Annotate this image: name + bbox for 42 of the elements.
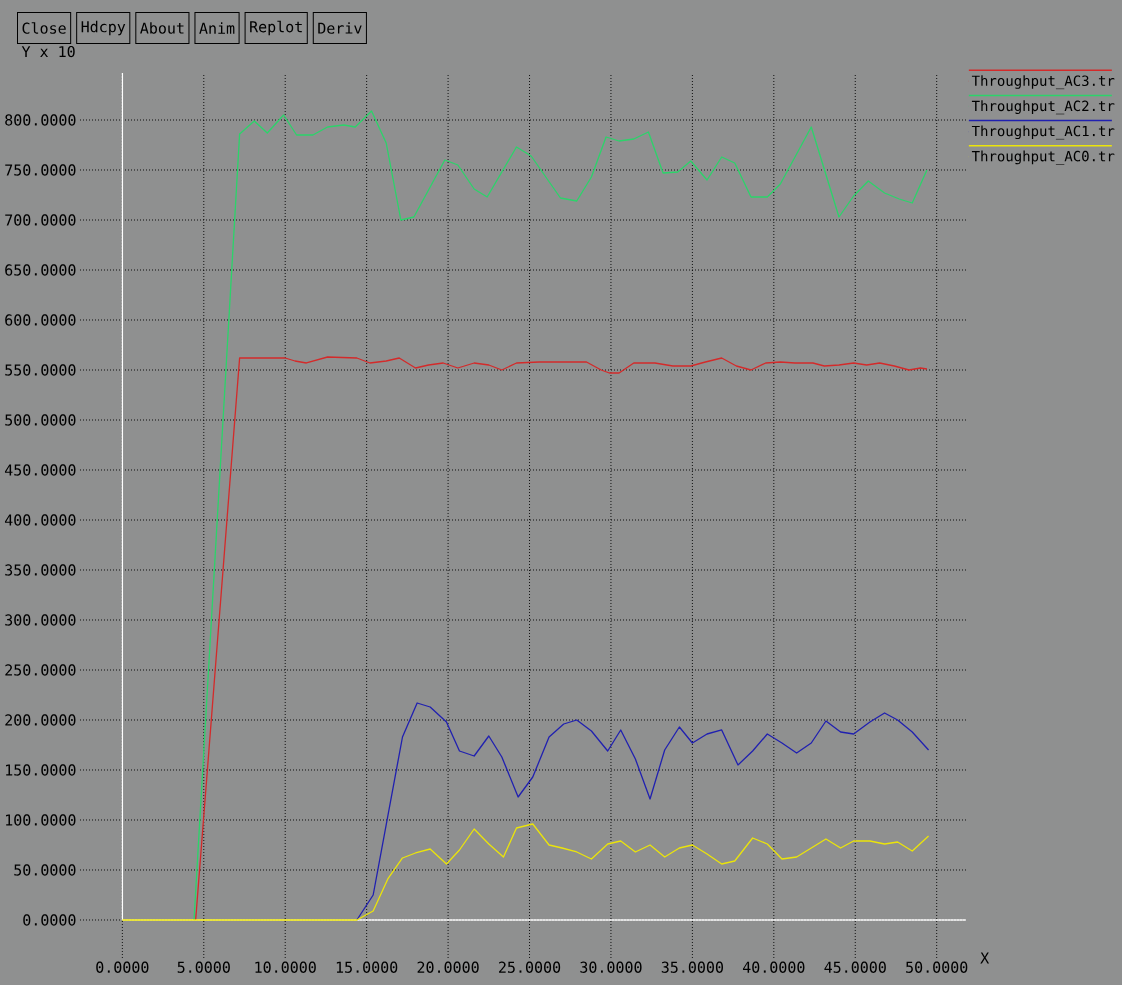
x-tick-label: 5.0000	[177, 961, 230, 973]
y-tick-label: 500.0000	[5, 414, 76, 426]
y-tick-label: 400.0000	[4, 514, 76, 526]
x-tick-label: 0.0000	[96, 961, 149, 973]
y-tick-label: 0.0000	[23, 914, 76, 926]
y-tick-label: 800.0000	[5, 114, 76, 126]
x-tick-label: 30.0000	[580, 961, 642, 973]
text: Replot	[250, 20, 302, 36]
legend-label: Throughput_AC2.tr	[971, 100, 1115, 115]
y-tick-label: 650.0000	[5, 264, 76, 276]
y-tick-label: 150.0000	[6, 764, 76, 776]
x-tick-label: 35.0000	[661, 961, 724, 973]
y-tick-label: 300.0000	[5, 614, 76, 626]
y-tick-label: 50.0000	[14, 864, 76, 876]
x-tick-label: 45.0000	[824, 961, 886, 973]
x-tick-label: 15.0000	[336, 961, 398, 973]
text: Hdcpy	[81, 20, 126, 36]
y-axis-title: Y x 10	[21, 45, 75, 58]
y-tick-label: 450.0000	[4, 464, 76, 476]
y-tick-label: 700.0000	[5, 214, 76, 226]
x-tick-label: 10.0000	[255, 961, 316, 973]
y-tick-label: 600.0000	[5, 314, 76, 326]
y-tick-label: 100.0000	[6, 814, 76, 826]
y-tick-label: 250.0000	[5, 664, 76, 676]
x-tick-label: 50.0000	[906, 961, 968, 973]
text: Close	[22, 22, 66, 34]
y-tick-label: 350.0000	[5, 564, 76, 576]
legend-label: Throughput_AC0.tr	[971, 150, 1115, 165]
y-tick-label: 200.0000	[5, 714, 76, 726]
legend-label: Throughput_AC3.tr	[971, 75, 1115, 90]
y-tick-label: 550.0000	[5, 364, 76, 376]
x-tick-label: 20.0000	[417, 961, 479, 973]
y-tick-label: 750.0000	[5, 164, 76, 176]
x-axis-title: X	[980, 952, 990, 964]
x-tick-label: 25.0000	[499, 961, 561, 973]
text: Deriv	[318, 22, 362, 34]
legend-label: Throughput_AC1.tr	[971, 125, 1115, 140]
line-series	[193, 110, 928, 921]
line-series	[356, 702, 930, 921]
text: Anim	[199, 22, 235, 34]
x-tick-label: 40.0000	[742, 961, 805, 973]
text: About	[140, 22, 184, 34]
